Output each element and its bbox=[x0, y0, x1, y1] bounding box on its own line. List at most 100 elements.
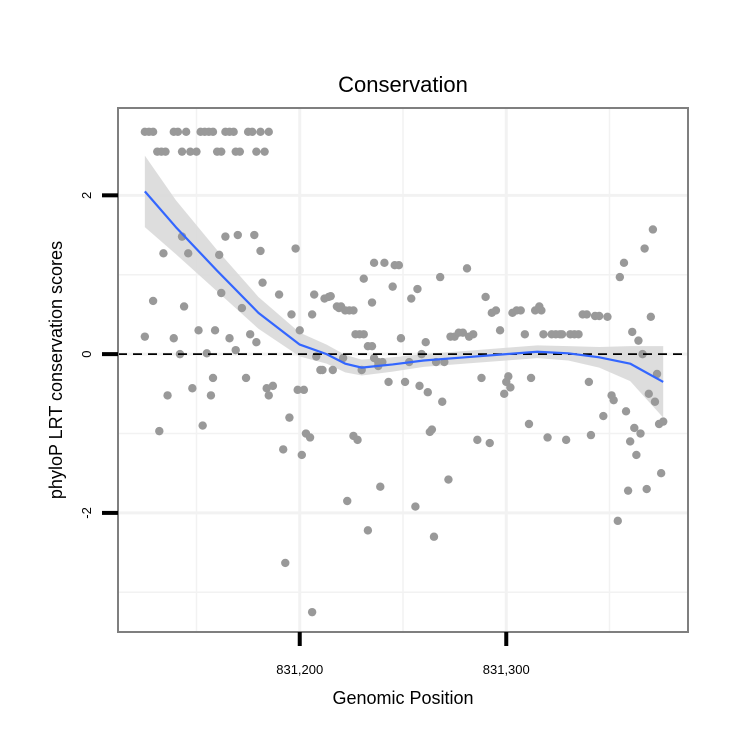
scatter-point bbox=[184, 249, 193, 258]
scatter-point bbox=[353, 435, 362, 445]
chart-title: Conservation bbox=[338, 72, 468, 97]
scatter-point bbox=[634, 336, 643, 345]
scatter-point bbox=[155, 426, 164, 436]
scatter-point bbox=[648, 225, 658, 234]
scatter-point bbox=[413, 284, 422, 294]
scatter-point bbox=[640, 244, 649, 253]
scatter-point bbox=[349, 306, 358, 315]
scatter-point bbox=[237, 303, 247, 313]
scatter-point bbox=[252, 338, 261, 347]
y-tick-label: 0 bbox=[79, 351, 94, 358]
scatter-point bbox=[574, 330, 583, 339]
scatter-point bbox=[520, 330, 530, 339]
scatter-point bbox=[369, 258, 379, 268]
scatter-point bbox=[429, 532, 439, 541]
scatter-point bbox=[384, 377, 393, 387]
scatter-point bbox=[291, 244, 300, 253]
scatter-point bbox=[181, 127, 191, 137]
scatter-point bbox=[367, 341, 377, 351]
scatter-point bbox=[400, 377, 410, 387]
scatter-point bbox=[326, 291, 335, 301]
scatter-point bbox=[407, 294, 416, 303]
scatter-point bbox=[524, 419, 534, 429]
scatter-point bbox=[285, 413, 294, 422]
x-axis-title: Genomic Position bbox=[332, 688, 473, 708]
scatter-point bbox=[264, 127, 273, 137]
scatter-point bbox=[338, 353, 348, 363]
scatter-point bbox=[630, 423, 639, 433]
scatter-point bbox=[248, 127, 257, 137]
scatter-point bbox=[638, 349, 647, 359]
scatter-point bbox=[444, 475, 453, 484]
scatter-point bbox=[159, 249, 168, 258]
scatter-point bbox=[233, 230, 242, 240]
scatter-point bbox=[318, 365, 327, 375]
scatter-point bbox=[245, 330, 255, 339]
scatter-point bbox=[615, 272, 625, 282]
scatter-point bbox=[217, 288, 226, 298]
scatter-point bbox=[646, 312, 656, 322]
scatter-point bbox=[469, 330, 478, 339]
scatter-point bbox=[177, 147, 187, 156]
scatter-point bbox=[656, 469, 666, 478]
scatter-point bbox=[363, 526, 373, 535]
scatter-point bbox=[625, 437, 635, 446]
scatter-point bbox=[623, 486, 633, 495]
scatter-point bbox=[241, 373, 251, 383]
data-points bbox=[140, 127, 668, 617]
scatter-point bbox=[256, 246, 265, 256]
scatter-point bbox=[359, 330, 368, 339]
scatter-point bbox=[250, 230, 259, 240]
scatter-point bbox=[206, 391, 216, 400]
scatter-point bbox=[293, 385, 302, 395]
scatter-point bbox=[367, 298, 377, 307]
scatter-point bbox=[260, 147, 269, 156]
scatter-point bbox=[396, 334, 406, 343]
scatter-point bbox=[628, 327, 637, 337]
scatter-point bbox=[163, 391, 172, 400]
scatter-point bbox=[299, 385, 309, 395]
y-tick-label: -2 bbox=[79, 507, 94, 519]
x-axis-ticks: 831,200 831,300 bbox=[276, 632, 530, 677]
scatter-point bbox=[473, 435, 482, 445]
scatter-point bbox=[169, 334, 178, 343]
scatter-point bbox=[599, 411, 608, 421]
scatter-point bbox=[376, 482, 385, 491]
plot-frame bbox=[117, 107, 689, 633]
scatter-point bbox=[458, 328, 468, 337]
scatter-point bbox=[632, 450, 641, 460]
scatter-point bbox=[506, 383, 515, 392]
scatter-point bbox=[217, 147, 226, 156]
scatter-point bbox=[252, 147, 261, 156]
scatter-point bbox=[427, 425, 437, 434]
scatter-point bbox=[328, 365, 337, 375]
scatter-point bbox=[194, 326, 203, 335]
scatter-point bbox=[586, 430, 596, 440]
scatter-point bbox=[561, 435, 571, 445]
scatter-point bbox=[539, 330, 548, 339]
scatter-point bbox=[256, 127, 265, 137]
scatter-point bbox=[148, 127, 158, 137]
scatter-point bbox=[415, 381, 424, 391]
scatter-point bbox=[609, 395, 618, 405]
scatter-point bbox=[388, 282, 397, 291]
scatter-point bbox=[411, 502, 420, 511]
y-tick-label: 2 bbox=[79, 192, 94, 199]
scatter-point bbox=[307, 310, 317, 319]
scatter-point bbox=[188, 384, 197, 393]
scatter-point bbox=[186, 147, 195, 156]
smooth-curve bbox=[144, 190, 664, 383]
scatter-point bbox=[621, 407, 631, 416]
scatter-point bbox=[642, 484, 651, 494]
scatter-point bbox=[202, 349, 212, 358]
scatter-point bbox=[221, 232, 230, 241]
scatter-point bbox=[140, 332, 150, 341]
scatter-point bbox=[214, 250, 224, 260]
scatter-point bbox=[477, 373, 486, 383]
scatter-point bbox=[179, 302, 189, 311]
frame-rect bbox=[117, 107, 689, 633]
scatter-point bbox=[423, 388, 432, 397]
scatter-point bbox=[173, 127, 183, 137]
x-tick-label: 831,300 bbox=[483, 662, 530, 677]
